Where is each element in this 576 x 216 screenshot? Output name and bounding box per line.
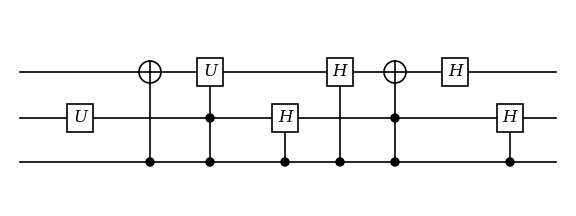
- Text: H: H: [448, 64, 463, 81]
- FancyBboxPatch shape: [272, 104, 298, 132]
- Circle shape: [206, 158, 214, 166]
- FancyBboxPatch shape: [197, 58, 223, 86]
- FancyBboxPatch shape: [442, 58, 468, 86]
- Circle shape: [281, 158, 289, 166]
- Circle shape: [146, 158, 154, 166]
- Circle shape: [139, 61, 161, 83]
- Circle shape: [384, 61, 406, 83]
- Text: H: H: [278, 110, 292, 127]
- Circle shape: [506, 158, 514, 166]
- Circle shape: [206, 114, 214, 122]
- Text: H: H: [333, 64, 347, 81]
- Circle shape: [391, 158, 399, 166]
- FancyBboxPatch shape: [327, 58, 353, 86]
- Text: H: H: [503, 110, 517, 127]
- FancyBboxPatch shape: [497, 104, 523, 132]
- Text: U: U: [73, 110, 87, 127]
- FancyBboxPatch shape: [67, 104, 93, 132]
- Circle shape: [391, 114, 399, 122]
- Circle shape: [336, 158, 344, 166]
- Text: U: U: [203, 64, 217, 81]
